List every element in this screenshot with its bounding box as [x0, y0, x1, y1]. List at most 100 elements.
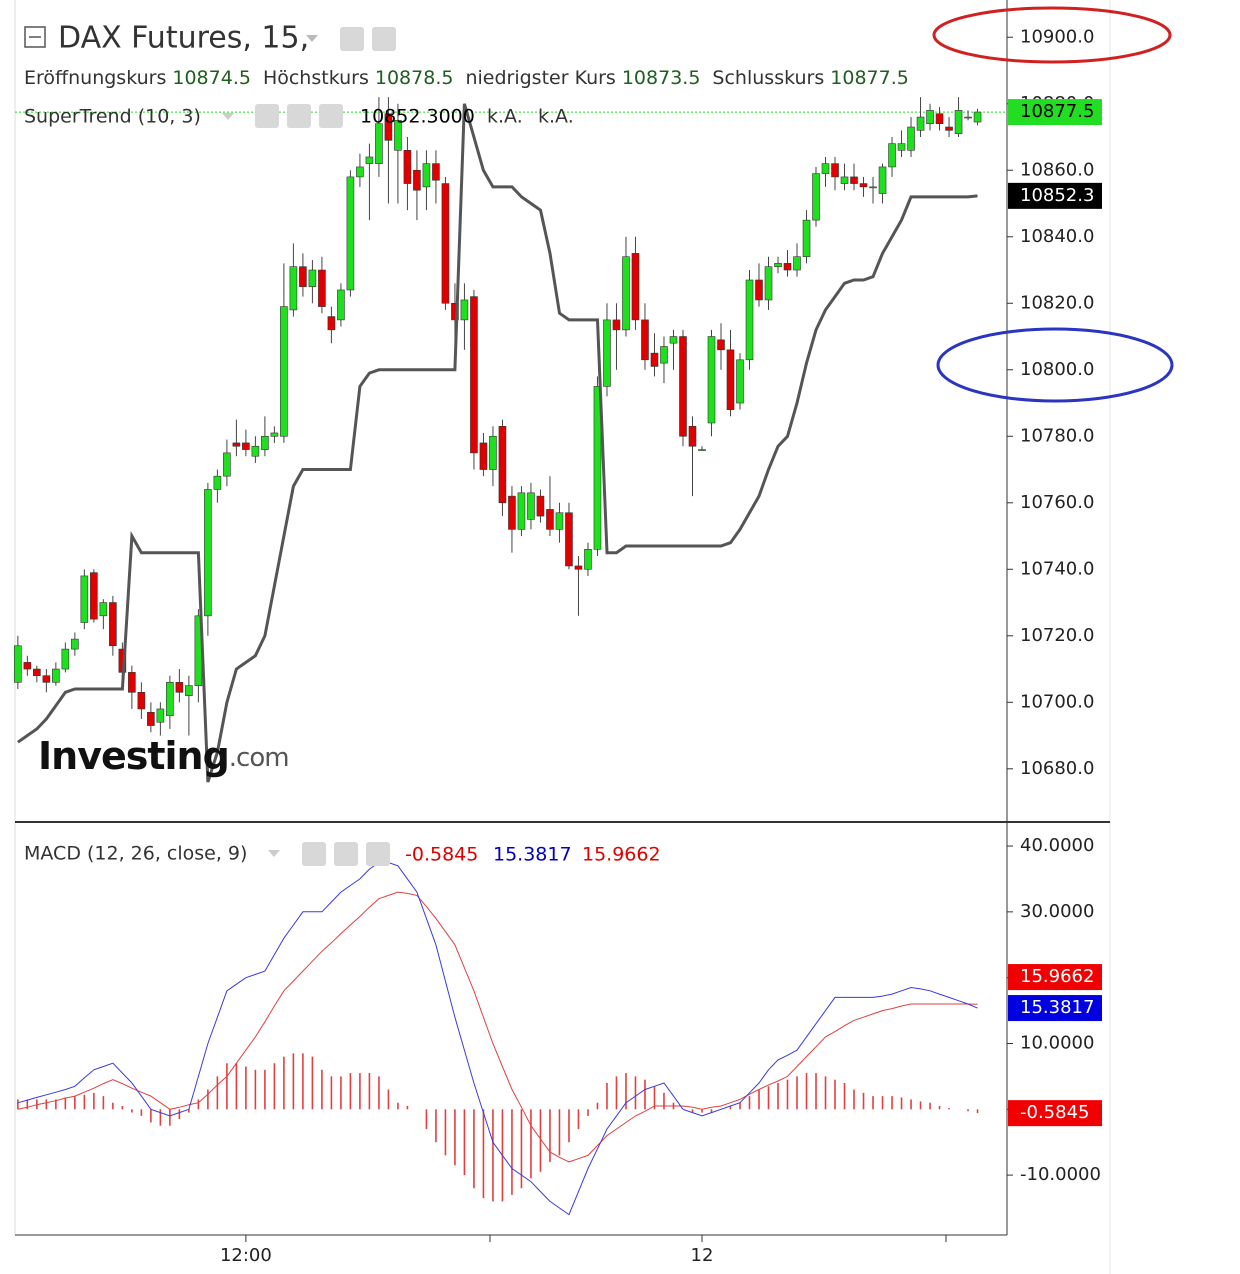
- candle-body: [650, 352, 659, 367]
- candle-body: [99, 602, 108, 617]
- legend-label: Eröffnungskurs: [24, 67, 166, 89]
- candle-body: [622, 256, 630, 331]
- candle-body: [242, 442, 250, 450]
- y-tick-label: 10.0000: [1020, 1032, 1094, 1053]
- candle-body: [736, 359, 744, 404]
- close-icon[interactable]: [319, 104, 343, 128]
- signal-value: 15.9662: [582, 844, 661, 866]
- candle-body: [147, 711, 155, 726]
- candle-body: [166, 682, 174, 716]
- last-price-badge: [1008, 99, 1102, 126]
- candle-body: [80, 575, 89, 623]
- settings-icon[interactable]: [334, 842, 358, 866]
- candle-body: [14, 645, 22, 683]
- candle-body: [223, 452, 231, 477]
- candle-body: [422, 163, 431, 188]
- supertrend-badge: [1008, 182, 1102, 209]
- y-tick-label: 10800.0: [1020, 359, 1094, 380]
- candle-body: [175, 682, 184, 693]
- y-tick-label: 10820.0: [1020, 292, 1094, 313]
- candle-body: [821, 163, 830, 174]
- candle-body: [498, 426, 507, 504]
- marks: 10900.010880.010860.010840.010820.010800…: [14, 26, 1102, 1266]
- candle-body: [745, 279, 754, 361]
- candle-body: [289, 266, 298, 311]
- candle-body: [869, 186, 877, 189]
- candle-body: [688, 426, 697, 447]
- candle-body: [213, 475, 222, 490]
- candle-body: [850, 176, 858, 184]
- candle-body: [308, 269, 317, 287]
- eye-icon[interactable]: [302, 842, 326, 866]
- candle-body: [641, 319, 649, 361]
- settings-icon[interactable]: [287, 104, 311, 128]
- candle-body: [793, 256, 801, 271]
- candle-body: [137, 692, 146, 710]
- candle-body: [812, 173, 820, 221]
- candle-body: [536, 495, 545, 517]
- candle-body: [831, 163, 839, 178]
- supertrend-badge-label: 10852.3: [1020, 185, 1094, 206]
- y-tick-label: 40.0000: [1020, 835, 1094, 856]
- candle-body: [726, 349, 735, 410]
- signal-badge: [1008, 964, 1102, 991]
- candle-body: [907, 126, 915, 151]
- ohlc-legend: Eröffnungskurs 10874.5 Höchstkurs 10878.5 ni…: [24, 67, 909, 89]
- macd-badge: [1008, 995, 1102, 1022]
- candle-body: [33, 668, 41, 676]
- eye-icon[interactable]: [340, 27, 364, 51]
- dropdown-arrow[interactable]: [306, 35, 318, 42]
- y-tick-label: 10760.0: [1020, 492, 1094, 513]
- candle-body: [774, 263, 782, 267]
- candle-body: [802, 219, 811, 258]
- candle-body: [926, 110, 934, 125]
- legend-value: 10874.5: [172, 67, 251, 89]
- x-tick-label: 12:00: [220, 1245, 272, 1266]
- candle-body: [755, 279, 763, 301]
- candle-body: [555, 512, 564, 530]
- candle-body: [109, 602, 117, 647]
- candle-body: [384, 113, 393, 141]
- legend-label: Höchstkurs: [263, 67, 369, 89]
- last-price-badge-label: 10877.5: [1020, 101, 1094, 122]
- candle-body: [707, 336, 716, 424]
- candle-body: [859, 183, 868, 188]
- chart-title: DAX Futures, 15,: [58, 21, 309, 56]
- supertrend-na: k.A.: [487, 106, 523, 128]
- candle-body: [365, 156, 374, 164]
- candle-body: [61, 648, 70, 670]
- y-tick-label: 10840.0: [1020, 226, 1094, 247]
- candle-body: [698, 449, 706, 451]
- y-tick-label: 10680.0: [1020, 758, 1094, 779]
- highlight-ellipse: [932, 6, 1172, 64]
- eye-icon[interactable]: [255, 104, 279, 128]
- close-icon[interactable]: [366, 842, 390, 866]
- macd-value: 15.3817: [493, 844, 572, 866]
- supertrend-value: 10852.3000: [360, 106, 475, 128]
- candle-body: [527, 492, 535, 520]
- candle-body: [973, 111, 982, 123]
- dropdown-arrow[interactable]: [222, 113, 234, 120]
- candle-body: [546, 509, 554, 530]
- dropdown-arrow[interactable]: [268, 850, 280, 857]
- y-tick-label: 10780.0: [1020, 425, 1094, 446]
- collapse-icon[interactable]: [24, 26, 46, 48]
- candle-body: [204, 489, 212, 617]
- candle-body: [185, 685, 193, 696]
- candle-body: [318, 269, 326, 307]
- histogram-badge-label: -0.5845: [1020, 1102, 1089, 1123]
- candle-body: [128, 672, 136, 693]
- macd-legend: MACD (12, 26, close, 9): [24, 843, 247, 865]
- candle-body: [517, 492, 526, 530]
- watermark-domain: .com: [229, 743, 289, 773]
- candle-body: [565, 512, 573, 567]
- candle-body: [878, 166, 887, 194]
- watermark: Investing.com: [38, 734, 290, 778]
- candle-body: [346, 176, 355, 291]
- settings-icon[interactable]: [372, 27, 396, 51]
- candle-body: [413, 169, 421, 191]
- candle-body: [897, 143, 906, 151]
- y-tick-label: 10740.0: [1020, 558, 1094, 579]
